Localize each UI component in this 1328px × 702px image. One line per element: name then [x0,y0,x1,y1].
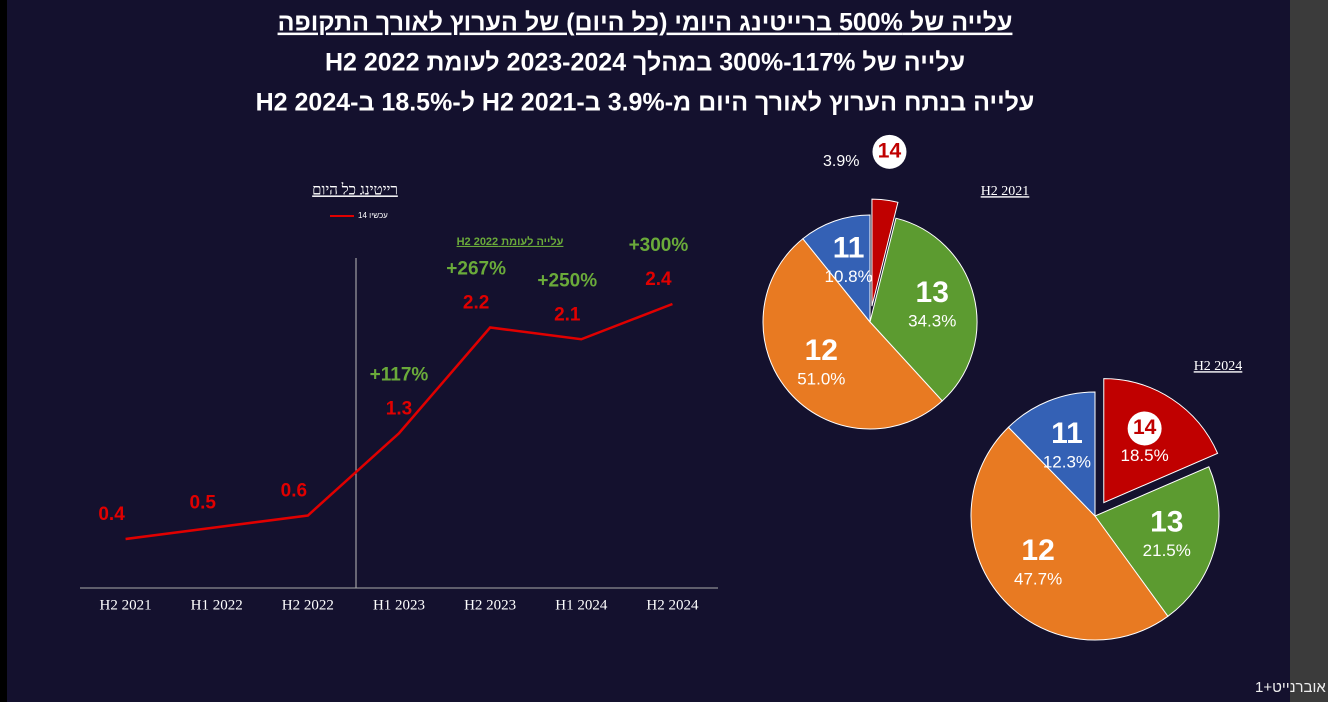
pie-slice [802,214,871,324]
slice-logo: 14 [1133,416,1157,439]
chart-title: H2 2021 [981,184,1030,199]
logo-badge [872,134,907,169]
line-series [125,302,673,541]
slice-label: 21.5% [1143,541,1191,560]
x-tick-label: H2 2024 [646,597,699,613]
data-label: 0.5 [190,492,217,513]
header-line: עלייה של 500% ברייטינג היומי (כל היום) ש… [278,9,1013,37]
x-tick-label: H1 2024 [555,597,608,613]
pie-slice [871,198,899,307]
legend-label: עכשיו 14 [358,211,388,220]
annotation: +117% [370,364,429,385]
slice-logo: 11 [1051,417,1083,450]
logo-badge [1127,411,1162,446]
annotation: +267% [446,259,506,280]
slice-label: 51.0% [797,369,845,388]
slice-logo: 13 [1150,506,1183,539]
x-tick-label: H2 2023 [464,597,516,613]
slice-label: 18.5% [1121,446,1169,465]
pie-slice [869,217,978,402]
slice-label: 12.3% [1043,453,1091,472]
data-label: 0.6 [281,481,307,502]
pie-slice [1007,391,1096,518]
footnote: כל היום, רייטינג משקי בית יהודים, 2021-2… [1255,679,1328,696]
right-border [1290,0,1328,702]
pie-slice [762,238,943,430]
x-tick-label: H2 2021 [100,597,152,613]
slice-logo: 12 [805,334,838,367]
slice-label: 47.7% [1014,569,1062,588]
data-label: 1.3 [386,398,412,419]
slice-label: 34.3% [908,312,956,331]
chart-title: H2 2024 [1194,359,1243,374]
pie-slice [970,426,1169,641]
data-label: 2.4 [645,269,672,290]
pie-slice [1094,466,1220,618]
data-label: 2.1 [554,304,581,325]
pie-slice [1103,378,1219,504]
annotation: +300% [629,235,689,256]
data-label: 0.4 [98,504,125,525]
slice-logo: 12 [1021,534,1054,567]
slice-logo: 11 [833,231,865,264]
chart-title: רייטינג כל היום [312,181,398,198]
slice-label: 10.8% [825,267,873,286]
annotation: +250% [537,270,597,291]
annotation-title: עלייה לעומת H2 2022 [457,235,564,248]
slice-logo: 14 [878,139,902,162]
x-tick-label: H1 2022 [191,597,243,613]
x-tick-label: H2 2022 [282,597,334,613]
x-tick-label: H1 2023 [373,597,425,613]
header-line: עלייה של 117%-300% במהלך 2023-2024 לעומת… [325,49,965,77]
header-line: עלייה בנתח הערוץ לאורך היום מ-3.9% ב-H2 … [256,89,1035,117]
data-label: 2.2 [463,293,489,314]
slice-logo: 13 [916,276,949,309]
left-border [0,0,7,702]
slice-label: 3.9% [823,153,859,170]
